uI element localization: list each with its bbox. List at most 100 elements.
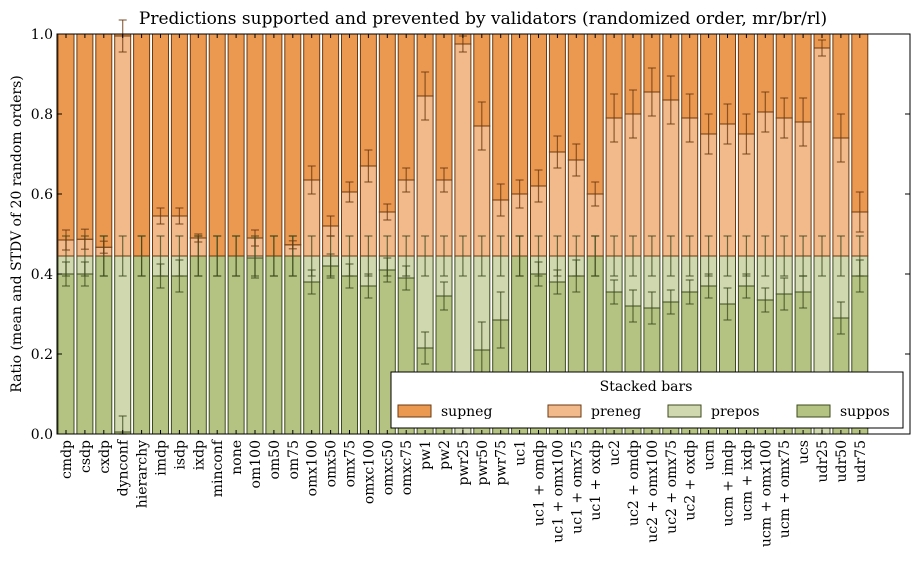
bar-supneg: [435, 33, 453, 181]
bar-suppos: [170, 275, 188, 435]
bar-supneg: [189, 33, 207, 239]
x-tick-label: omxc50: [380, 440, 396, 495]
bar-supneg: [322, 33, 340, 227]
bar-suppos: [208, 255, 226, 435]
y-tick-label: 0.2: [31, 347, 53, 363]
x-tick-label: uc2 + oxdp: [683, 440, 699, 521]
x-tick-label: isdp: [172, 440, 188, 470]
x-tick-label: omx100: [305, 440, 321, 496]
bar-supneg: [378, 33, 396, 213]
x-tick-label: none: [229, 440, 245, 475]
x-tick-label: udr75: [853, 440, 869, 483]
legend-label-supneg: supneg: [441, 404, 492, 420]
bar-supneg: [359, 33, 377, 167]
bar-supneg: [170, 33, 188, 217]
x-tick-label: ucm + omx75: [777, 440, 793, 538]
bar-preneg: [756, 111, 774, 257]
x-tick-label: cxdp: [97, 440, 113, 474]
bar-suppos: [322, 265, 340, 435]
x-tick-label: omxc75: [399, 440, 415, 495]
bar-supneg: [284, 33, 302, 246]
bar-supneg: [492, 33, 510, 201]
x-tick-label: ucm + imdp: [721, 440, 737, 526]
bar-suppos: [227, 255, 245, 435]
bar-supneg: [851, 33, 869, 213]
x-tick-label: csdp: [78, 440, 94, 473]
bar-suppos: [76, 273, 94, 435]
x-tick-label: udr25: [815, 440, 831, 483]
bar-supneg: [152, 33, 169, 217]
bar-supneg: [586, 33, 604, 195]
legend-swatch-preneg: [547, 404, 582, 418]
x-tick-label: omxc100: [361, 440, 377, 504]
x-tick-label: uc1 + omx75: [569, 440, 585, 534]
bar-supneg: [548, 33, 566, 153]
legend-title: Stacked bars: [600, 379, 693, 395]
error-bars-group: [62, 19, 864, 435]
y-tick-label: 1.0: [31, 27, 53, 43]
x-tick-label: ixdp: [191, 440, 207, 470]
x-tick-label: uc2 + omx100: [645, 440, 661, 543]
x-tick-label: pw1: [418, 440, 434, 470]
y-axis-label: Ratio (mean and STDV of 20 random orders…: [9, 75, 25, 392]
bar-suppos: [189, 255, 207, 435]
y-tick-label: 0.8: [31, 107, 53, 123]
x-tick-label: uc2 + omx75: [664, 440, 680, 534]
bar-preneg: [454, 43, 472, 257]
bar-suppos: [341, 275, 358, 435]
x-tick-label: ucm + ixdp: [739, 440, 755, 521]
x-tick-label: uc1 + oxdp: [588, 440, 604, 521]
bar-suppos: [284, 255, 302, 435]
bar-supneg: [208, 33, 226, 257]
x-tick-label: ucm + omx100: [758, 440, 774, 547]
bar-supneg: [76, 33, 94, 240]
bar-suppos: [95, 255, 113, 435]
x-tick-label: om50: [267, 440, 283, 480]
x-tick-label: uc1 + omdp: [532, 440, 548, 526]
bar-supneg: [246, 33, 264, 239]
bar-suppos: [246, 257, 264, 435]
x-tick-label: uc2 + omdp: [626, 440, 642, 526]
bar-supneg: [95, 33, 113, 248]
bar-prepos: [114, 255, 132, 433]
bar-supneg: [341, 33, 358, 193]
bar-supneg: [397, 33, 415, 181]
legend-swatch-prepos: [667, 404, 702, 418]
bar-preneg: [813, 47, 831, 257]
legend-label-suppos: suppos: [840, 404, 890, 420]
x-tick-label: imdp: [154, 440, 170, 476]
bar-supneg: [133, 33, 151, 257]
x-tick-label: uc1: [513, 440, 529, 466]
bar-supneg: [567, 33, 585, 161]
chart-title: Predictions supported and prevented by v…: [139, 9, 827, 29]
x-tick-label: cmdp: [59, 440, 75, 479]
bar-supneg: [57, 33, 75, 241]
y-tick-label: 0.4: [31, 267, 53, 283]
legend-swatch-suppos: [796, 404, 831, 418]
plot-frame: [56, 33, 911, 435]
bar-suppos: [152, 275, 169, 435]
legend-label-preneg: preneg: [591, 404, 641, 420]
x-tick-label: dynconf: [116, 438, 132, 496]
legend: Stacked bars supneg preneg prepos suppos: [390, 371, 904, 429]
x-axis: cmdp csdp cxdp dynconf hierarchy imdp isdp ixdp…: [59, 34, 869, 547]
y-tick-label: 0.6: [31, 187, 53, 203]
x-tick-label: pwr25: [456, 440, 472, 485]
bar-supneg: [530, 33, 547, 187]
bar-preneg: [114, 35, 132, 257]
x-tick-label: omx50: [324, 440, 340, 487]
y-tick-label: 0.0: [31, 427, 53, 443]
bar-preneg: [775, 117, 793, 257]
x-tick-label: om100: [248, 440, 264, 488]
legend-box: [390, 371, 904, 429]
bar-suppos: [303, 281, 321, 435]
x-tick-label: ucm: [702, 440, 718, 470]
x-tick-label: uc1 + omx100: [550, 440, 566, 543]
x-tick-label: omx75: [343, 440, 359, 487]
x-tick-label: uc2: [607, 440, 623, 466]
bar-suppos: [359, 285, 377, 435]
legend-label-prepos: prepos: [711, 404, 760, 420]
x-tick-label: hierarchy: [135, 440, 151, 508]
x-tick-label: udr50: [834, 440, 850, 483]
bar-supneg: [511, 33, 529, 195]
